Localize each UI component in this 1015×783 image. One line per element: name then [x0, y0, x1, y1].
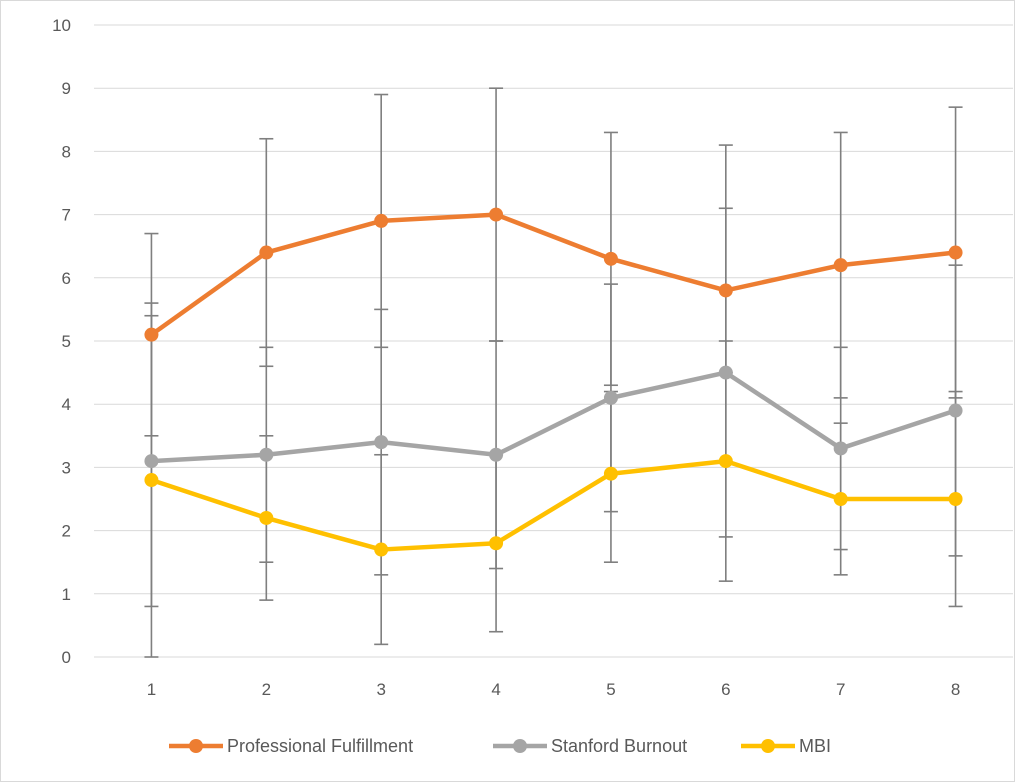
- data-point: [144, 327, 159, 342]
- data-point: [948, 492, 963, 506]
- x-tick-label: 7: [836, 680, 845, 699]
- data-point: [603, 466, 618, 481]
- legend-item: Stanford Burnout: [493, 736, 687, 756]
- data-point: [259, 245, 274, 260]
- x-tick-label: 3: [376, 680, 385, 699]
- data-point: [489, 536, 504, 551]
- series-line: [149, 212, 958, 337]
- data-point: [603, 390, 618, 405]
- data-point: [718, 454, 733, 469]
- error-bars: [144, 87, 963, 658]
- data-point: [718, 365, 733, 380]
- data-point: [144, 473, 159, 488]
- y-tick-label: 6: [62, 269, 71, 288]
- y-tick-label: 7: [62, 206, 71, 225]
- data-point: [489, 447, 504, 462]
- data-point: [259, 510, 274, 525]
- y-tick-label: 1: [62, 585, 71, 604]
- gridlines: [94, 24, 1013, 658]
- x-axis-ticks: 1 2 3 4 5 6 7 8: [147, 680, 961, 699]
- data-point: [833, 258, 848, 273]
- legend-marker: [189, 739, 203, 753]
- x-tick-label: 4: [491, 680, 500, 699]
- legend: Professional Fulfillment Stanford Burnout…: [169, 736, 831, 756]
- data-point: [948, 403, 963, 418]
- y-tick-label: 2: [62, 522, 71, 541]
- data-point: [374, 213, 389, 228]
- y-tick-label: 5: [62, 332, 71, 351]
- data-point: [833, 492, 848, 506]
- x-tick-label: 6: [721, 680, 730, 699]
- data-point: [374, 542, 389, 557]
- data-point: [144, 454, 159, 469]
- data-point: [259, 447, 274, 462]
- legend-marker: [761, 739, 775, 753]
- data-point: [833, 441, 848, 456]
- legend-item: Professional Fulfillment: [169, 736, 413, 756]
- y-axis-ticks: 0 1 2 3 4 5 6 7 8 9 10: [52, 16, 71, 667]
- series-lines: [144, 207, 963, 557]
- x-tick-label: 2: [262, 680, 271, 699]
- data-point: [718, 283, 733, 298]
- data-point: [948, 245, 963, 260]
- data-point: [489, 207, 504, 222]
- y-tick-label: 9: [62, 79, 71, 98]
- y-tick-label: 3: [62, 458, 71, 477]
- data-point: [374, 435, 389, 450]
- series-line: [149, 458, 958, 552]
- legend-marker: [513, 739, 527, 753]
- y-tick-label: 8: [62, 142, 71, 161]
- y-tick-label: 10: [52, 16, 71, 35]
- data-point: [603, 251, 618, 266]
- y-tick-label: 0: [62, 648, 71, 667]
- series-line: [149, 370, 958, 464]
- legend-label: Professional Fulfillment: [227, 736, 413, 756]
- legend-label: MBI: [799, 736, 831, 756]
- y-tick-label: 4: [62, 395, 71, 414]
- x-tick-label: 5: [606, 680, 615, 699]
- x-tick-label: 1: [147, 680, 156, 699]
- x-tick-label: 8: [951, 680, 960, 699]
- legend-label: Stanford Burnout: [551, 736, 687, 756]
- legend-item: MBI: [741, 736, 831, 756]
